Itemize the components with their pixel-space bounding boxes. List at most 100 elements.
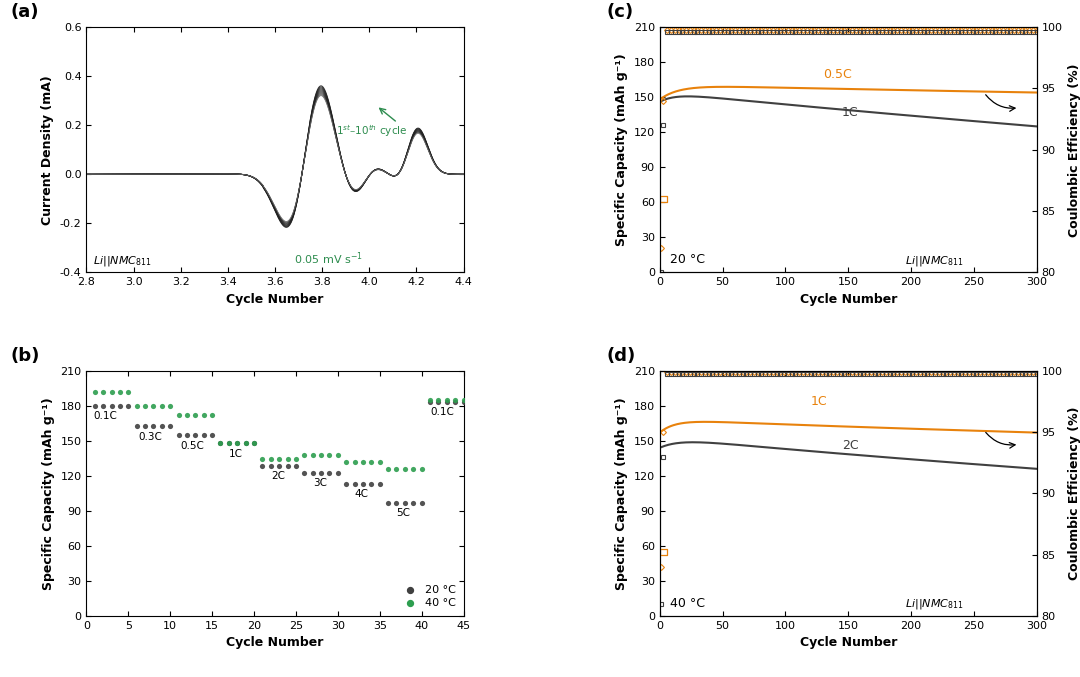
Point (237, 438, 254, 449)
Point (396, 463, 414, 474)
Point (329, 468, 347, 479)
Point (321, 468, 338, 479)
Point (153, 420, 171, 431)
Point (145, 420, 162, 431)
Text: Li||NMC$_{811}$: Li||NMC$_{811}$ (905, 254, 963, 267)
Point (446, 397, 463, 408)
Point (111, 387, 129, 397)
Point (162, 420, 179, 431)
Point (120, 400, 137, 411)
Point (354, 456, 372, 467)
Point (354, 479, 372, 489)
Point (203, 410, 220, 420)
Point (254, 454, 271, 465)
Point (103, 400, 120, 411)
Point (430, 397, 447, 408)
Point (129, 400, 146, 411)
Y-axis label: Coulombic Efficiency (%): Coulombic Efficiency (%) (1068, 63, 1080, 236)
Point (396, 498, 414, 508)
Point (195, 429, 213, 440)
Point (245, 438, 262, 449)
Point (413, 463, 430, 474)
Point (270, 454, 287, 465)
Point (262, 454, 280, 465)
Text: 1$^{st}$–10$^{th}$ cycle: 1$^{st}$–10$^{th}$ cycle (336, 123, 408, 139)
Point (95, 387, 112, 397)
Legend: 20 °C, 40 °C: 20 °C, 40 °C (395, 580, 460, 613)
Text: 1C: 1C (810, 395, 827, 408)
Point (363, 479, 380, 489)
Point (170, 410, 187, 420)
Point (413, 498, 430, 508)
Y-axis label: Specific Capacity (mAh g⁻¹): Specific Capacity (mAh g⁻¹) (42, 397, 55, 590)
Point (178, 410, 195, 420)
Point (95, 400, 112, 411)
Text: 0.1C: 0.1C (93, 410, 117, 420)
Point (654, 194, 672, 204)
Point (187, 410, 204, 420)
Point (312, 468, 329, 479)
Point (338, 479, 355, 489)
Point (212, 438, 229, 449)
Point (279, 454, 296, 465)
Point (379, 463, 396, 474)
Text: 0.5C: 0.5C (180, 441, 204, 451)
Point (245, 438, 262, 449)
Text: Li||NMC$_{811}$: Li||NMC$_{811}$ (94, 255, 152, 268)
Text: (c): (c) (607, 3, 634, 21)
X-axis label: Cycle Number: Cycle Number (227, 293, 324, 306)
Point (654, 546, 672, 557)
Point (262, 461, 280, 472)
Point (372, 456, 389, 467)
Text: 2C: 2C (271, 471, 285, 481)
Point (405, 498, 422, 508)
Point (145, 400, 162, 411)
Y-axis label: Current Density (mA): Current Density (mA) (41, 75, 54, 225)
Y-axis label: Specific Capacity (mAh g⁻¹): Specific Capacity (mAh g⁻¹) (616, 397, 629, 590)
Point (346, 456, 363, 467)
Point (153, 400, 171, 411)
Point (372, 479, 389, 489)
Point (296, 468, 313, 479)
Point (120, 387, 137, 397)
Point (421, 397, 438, 408)
Point (220, 438, 238, 449)
X-axis label: Cycle Number: Cycle Number (799, 636, 896, 649)
Point (187, 429, 204, 440)
Point (305, 468, 322, 479)
Point (430, 395, 447, 406)
Text: 5C: 5C (396, 508, 410, 518)
Point (455, 395, 472, 406)
Text: 0.5C: 0.5C (823, 68, 852, 81)
Text: 1C: 1C (842, 106, 859, 119)
Point (346, 479, 363, 489)
Text: 4C: 4C (354, 489, 368, 499)
Point (329, 450, 347, 460)
Point (305, 450, 322, 460)
Text: 0.05 mV s$^{-1}$: 0.05 mV s$^{-1}$ (294, 250, 363, 267)
Text: Li||NMC$_{811}$: Li||NMC$_{811}$ (905, 597, 963, 611)
Text: (a): (a) (11, 3, 40, 21)
X-axis label: Cycle Number: Cycle Number (799, 293, 896, 306)
Point (321, 450, 338, 460)
Text: 1C: 1C (229, 449, 243, 459)
Point (136, 420, 153, 431)
Text: 0.1C: 0.1C (430, 407, 454, 417)
Point (379, 498, 396, 508)
Text: 40 °C: 40 °C (670, 596, 705, 610)
Y-axis label: Specific Capacity (mAh g⁻¹): Specific Capacity (mAh g⁻¹) (616, 53, 629, 246)
Text: 20 °C: 20 °C (670, 253, 705, 266)
Point (129, 420, 146, 431)
Y-axis label: Coulombic Efficiency (%): Coulombic Efficiency (%) (1068, 407, 1080, 580)
Point (296, 450, 313, 460)
Point (438, 395, 456, 406)
Text: 3C: 3C (313, 479, 326, 488)
Point (405, 463, 422, 474)
Point (421, 395, 438, 406)
Point (111, 400, 129, 411)
Point (287, 461, 305, 472)
Point (212, 438, 229, 449)
Point (170, 429, 187, 440)
Point (195, 410, 213, 420)
Point (203, 429, 220, 440)
